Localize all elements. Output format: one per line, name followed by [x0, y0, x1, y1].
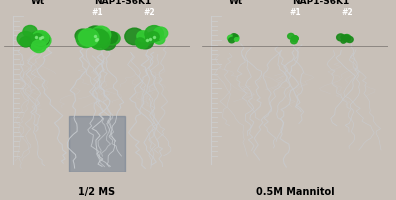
Circle shape [154, 28, 168, 40]
Circle shape [30, 39, 44, 52]
Circle shape [85, 27, 105, 44]
Circle shape [148, 32, 159, 42]
Circle shape [32, 34, 43, 44]
Text: #1: #1 [289, 8, 301, 17]
Circle shape [228, 38, 235, 44]
Circle shape [136, 39, 148, 49]
Circle shape [125, 29, 144, 46]
Circle shape [78, 30, 99, 47]
Circle shape [75, 30, 90, 43]
Circle shape [105, 33, 120, 45]
Circle shape [32, 33, 51, 49]
Circle shape [89, 30, 109, 48]
Circle shape [145, 26, 164, 42]
Circle shape [232, 36, 239, 42]
Circle shape [231, 34, 237, 39]
Text: 1/2 MS: 1/2 MS [78, 186, 116, 196]
Circle shape [146, 34, 157, 43]
Circle shape [104, 32, 118, 44]
Text: #1: #1 [91, 8, 103, 17]
Circle shape [337, 35, 345, 42]
Text: 0.5M Mannitol: 0.5M Mannitol [256, 186, 334, 196]
Circle shape [138, 36, 153, 50]
Circle shape [152, 33, 162, 41]
Circle shape [346, 37, 353, 43]
Circle shape [137, 32, 149, 42]
Circle shape [35, 35, 45, 43]
Circle shape [100, 37, 116, 51]
Polygon shape [69, 116, 125, 172]
Text: #2: #2 [341, 8, 353, 17]
Circle shape [27, 34, 38, 44]
Circle shape [154, 35, 165, 45]
Circle shape [291, 37, 298, 42]
Circle shape [33, 33, 50, 47]
Circle shape [91, 27, 111, 44]
Circle shape [20, 37, 32, 48]
Circle shape [291, 39, 297, 45]
Circle shape [228, 36, 234, 42]
Circle shape [89, 33, 110, 50]
Circle shape [32, 41, 46, 53]
Circle shape [292, 37, 298, 42]
Text: Wt: Wt [228, 0, 243, 6]
Circle shape [82, 35, 94, 45]
Circle shape [233, 35, 238, 39]
Circle shape [135, 39, 145, 47]
Circle shape [341, 40, 346, 44]
Circle shape [341, 36, 345, 40]
Circle shape [234, 38, 239, 42]
Text: #2: #2 [143, 8, 155, 17]
Circle shape [292, 37, 297, 41]
Circle shape [32, 31, 49, 46]
Circle shape [86, 30, 108, 48]
Circle shape [292, 37, 298, 42]
Circle shape [17, 32, 34, 47]
Circle shape [76, 32, 95, 48]
Circle shape [287, 34, 294, 40]
Circle shape [30, 32, 43, 43]
Circle shape [342, 36, 350, 43]
Circle shape [343, 35, 351, 42]
Text: NAP1-S6K1: NAP1-S6K1 [95, 0, 152, 6]
Circle shape [141, 35, 152, 45]
Text: Wt: Wt [30, 0, 45, 6]
Circle shape [23, 26, 37, 39]
Text: NAP1-S6K1: NAP1-S6K1 [293, 0, 350, 6]
